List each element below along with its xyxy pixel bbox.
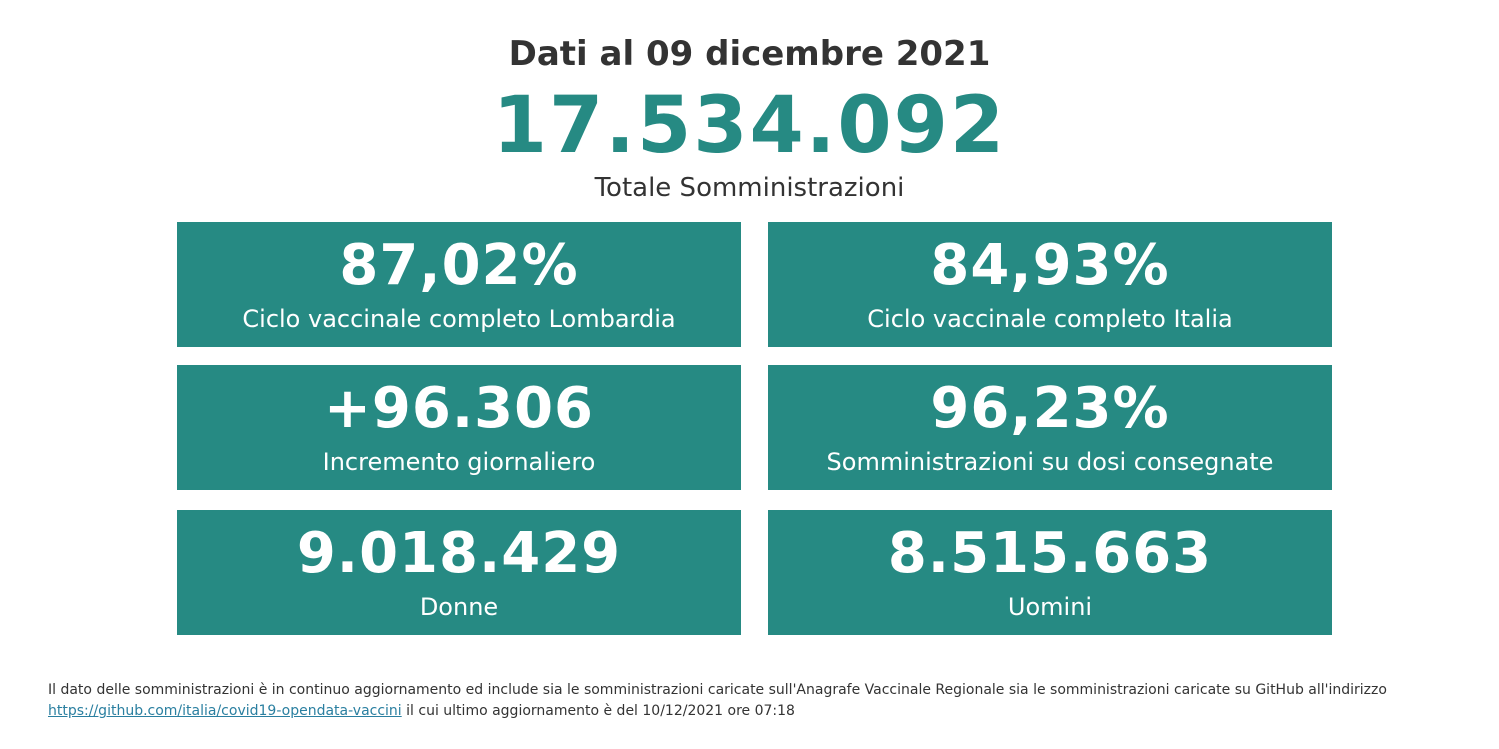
card-women: 9.018.429 Donne [177,510,741,635]
card-full-cycle-lombardia: 87,02% Ciclo vaccinale completo Lombardi… [177,222,741,347]
card-label: Uomini [1007,593,1093,621]
card-label: Ciclo vaccinale completo Italia [867,305,1233,333]
card-daily-increase: +96.306 Incremento giornaliero [177,365,741,490]
card-value: 8.515.663 [887,521,1213,586]
github-link[interactable]: https://github.com/italia/covid19-openda… [48,703,402,719]
card-value: +96.306 [323,376,595,441]
total-administrations-label: Totale Somministrazioni [594,173,905,203]
total-administrations-value: 17.534.092 [492,81,1007,171]
card-value: 87,02% [339,233,579,298]
card-value: 9.018.429 [296,521,622,586]
card-value: 96,23% [930,376,1170,441]
date-title: Dati al 09 dicembre 2021 [508,34,991,74]
card-administrations-on-delivered-doses: 96,23% Somministrazioni su dosi consegna… [768,365,1332,490]
card-full-cycle-italia: 84,93% Ciclo vaccinale completo Italia [768,222,1332,347]
footer-text-after-link: il cui ultimo aggiornamento è del 10/12/… [406,703,795,719]
footer-note: Il dato delle somministrazioni è in cont… [48,680,1468,722]
card-label: Somministrazioni su dosi consegnate [826,448,1274,476]
footer-text-before-link: Il dato delle somministrazioni è in cont… [48,682,1387,698]
card-label: Donne [419,593,499,621]
card-label: Incremento giornaliero [322,448,596,476]
card-value: 84,93% [930,233,1170,298]
card-label: Ciclo vaccinale completo Lombardia [242,305,676,333]
card-men: 8.515.663 Uomini [768,510,1332,635]
